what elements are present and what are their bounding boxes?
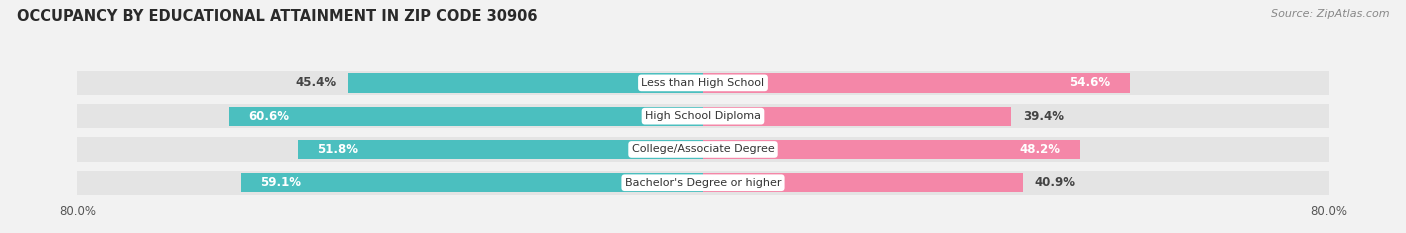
Text: 60.6%: 60.6% bbox=[249, 110, 290, 123]
Bar bbox=[347, 73, 703, 93]
Text: Source: ZipAtlas.com: Source: ZipAtlas.com bbox=[1271, 9, 1389, 19]
Text: Bachelor's Degree or higher: Bachelor's Degree or higher bbox=[624, 178, 782, 188]
Text: 48.2%: 48.2% bbox=[1019, 143, 1060, 156]
Bar bbox=[229, 106, 703, 126]
Text: College/Associate Degree: College/Associate Degree bbox=[631, 144, 775, 154]
Bar bbox=[703, 104, 1329, 128]
Text: 45.4%: 45.4% bbox=[295, 76, 336, 89]
Bar bbox=[77, 104, 703, 128]
Bar bbox=[703, 106, 1011, 126]
Bar bbox=[240, 173, 703, 192]
Text: 51.8%: 51.8% bbox=[318, 143, 359, 156]
Text: 39.4%: 39.4% bbox=[1024, 110, 1064, 123]
Text: 59.1%: 59.1% bbox=[260, 176, 301, 189]
Text: Less than High School: Less than High School bbox=[641, 78, 765, 88]
Bar bbox=[77, 71, 703, 95]
Bar bbox=[703, 71, 1329, 95]
Bar bbox=[298, 140, 703, 159]
Bar bbox=[77, 137, 703, 162]
Bar bbox=[703, 140, 1080, 159]
Text: OCCUPANCY BY EDUCATIONAL ATTAINMENT IN ZIP CODE 30906: OCCUPANCY BY EDUCATIONAL ATTAINMENT IN Z… bbox=[17, 9, 537, 24]
Bar bbox=[703, 173, 1024, 192]
Bar bbox=[703, 171, 1329, 195]
Text: High School Diploma: High School Diploma bbox=[645, 111, 761, 121]
Text: 40.9%: 40.9% bbox=[1035, 176, 1076, 189]
Bar bbox=[703, 73, 1130, 93]
Bar bbox=[703, 137, 1329, 162]
Bar bbox=[77, 171, 703, 195]
Text: 54.6%: 54.6% bbox=[1070, 76, 1111, 89]
